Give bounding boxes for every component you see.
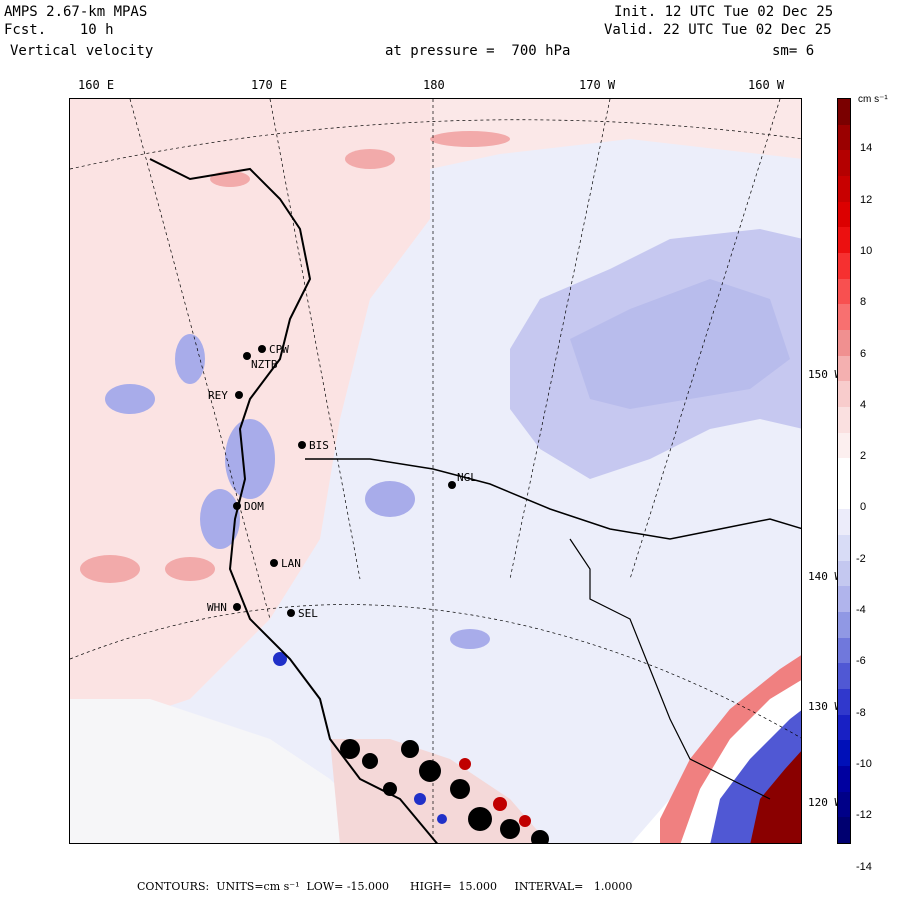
colorbar-tick-label: 12	[860, 193, 873, 206]
model-title: AMPS 2.67-km MPAS	[4, 4, 148, 20]
colorbar-tick-label: -2	[856, 552, 866, 565]
colorbar-tick-label: -14	[856, 860, 872, 873]
colorbar-segment	[838, 99, 850, 126]
pressure-level: at pressure = 700 hPa	[385, 43, 571, 59]
forecast-prefix: Fcst.	[4, 22, 47, 38]
station-cpw[interactable]: CPW	[258, 343, 289, 356]
colorbar-segment	[838, 689, 850, 716]
colorbar-segment	[838, 586, 850, 613]
lon-label-170w: 170 W	[579, 78, 616, 92]
colorbar-segment	[838, 252, 850, 280]
colorbar-segment	[838, 432, 850, 459]
station-bis[interactable]: BIS	[298, 439, 329, 452]
colorbar-segment	[838, 509, 850, 536]
grounding-line	[569, 538, 771, 800]
station-label-dom: DOM	[244, 500, 264, 513]
colorbar-segment	[838, 560, 850, 587]
contour-info: CONTOURS: UNITS=cm s⁻¹ LOW= -15.000 HIGH…	[137, 880, 633, 893]
colorbar-segment	[838, 612, 850, 639]
colorbar-segment	[838, 381, 850, 408]
colorbar-segment	[838, 483, 850, 510]
colorbar-segment	[838, 329, 850, 357]
init-time: Init. 12 UTC Tue 02 Dec 25	[614, 4, 834, 20]
station-label-whn: WHN	[207, 601, 227, 614]
coastline-west	[149, 158, 438, 843]
smoothing-label: sm= 6	[772, 43, 815, 59]
colorbar-tick-label: -8	[856, 706, 866, 719]
colorbar-segment	[838, 458, 850, 485]
negative-patches-west	[105, 334, 490, 649]
weak-positive-band-top	[430, 99, 801, 169]
colorbar-tick-label: 10	[860, 244, 873, 257]
colorbar-tick-label: 0	[860, 501, 867, 514]
colorbar-segment	[838, 740, 850, 767]
colorbar-segment	[838, 278, 850, 305]
station-label-rey: REY	[208, 389, 228, 402]
colorbar-segment	[838, 304, 850, 331]
convective-cells-red	[459, 758, 531, 827]
colorbar-tick-label: 14	[860, 142, 873, 155]
colorbar-segment	[838, 124, 850, 151]
colorbar-tick-label: 4	[860, 398, 867, 411]
negative-region-east-inner	[570, 279, 790, 409]
colorbar-segment	[838, 201, 850, 228]
station-nztb[interactable]: NZTB	[243, 352, 278, 371]
colorbar-segment	[838, 663, 850, 690]
station-label-nztb: NZTB	[251, 358, 278, 371]
forecast-label: Fcst. 10 h	[4, 22, 114, 39]
station-dom[interactable]: DOM	[233, 500, 264, 513]
colorbar-segment	[838, 791, 850, 818]
station-label-bis: BIS	[309, 439, 329, 452]
colorbar-segment	[838, 637, 850, 664]
positive-band-southeast	[660, 655, 801, 843]
station-label-lan: LAN	[281, 557, 301, 570]
colorbar-segment	[838, 766, 850, 793]
forecast-hours: 10 h	[79, 22, 114, 38]
map-panel: CPW NZTB REY BIS NGL DOM LAN WHN	[69, 98, 802, 844]
colorbar-segment	[838, 406, 850, 433]
colorbar-segment	[838, 817, 850, 844]
colorbar-segment	[838, 150, 850, 177]
colorbar-tick-label: -4	[856, 604, 866, 617]
colorbar-tick-label: 6	[860, 347, 867, 360]
map-canvas: CPW NZTB REY BIS NGL DOM LAN WHN	[70, 99, 801, 843]
colorbar-tick-label: 2	[860, 450, 867, 463]
lon-label-170e: 170 E	[251, 78, 288, 92]
colorbar	[837, 98, 851, 844]
colorbar-tick-label: -6	[856, 655, 866, 668]
colorbar-segment	[838, 175, 850, 203]
colorbar-tick-label: -10	[856, 758, 872, 771]
positive-patches-west	[80, 131, 510, 583]
convective-zone-south	[330, 739, 549, 843]
station-label-cpw: CPW	[269, 343, 289, 356]
colorbar-segment	[838, 227, 850, 254]
colorbar-segment	[838, 714, 850, 741]
station-lan[interactable]: LAN	[270, 557, 301, 570]
land-region-southwest	[70, 699, 389, 843]
strong-positive-southeast	[750, 751, 801, 843]
lon-label-160e: 160 E	[78, 78, 115, 92]
lon-label-160w: 160 W	[748, 78, 785, 92]
lon-label-180: 180	[423, 78, 445, 92]
station-label-sel: SEL	[298, 607, 318, 620]
colorbar-segment	[838, 535, 850, 562]
ice-shelf-edge	[305, 458, 801, 540]
colorbar-segment	[838, 355, 850, 382]
station-label-ngl: NGL	[457, 471, 477, 484]
station-whn[interactable]: WHN	[207, 601, 241, 614]
colorbar-tick-label: 8	[860, 296, 867, 309]
field-name: Vertical velocity	[10, 43, 154, 59]
convective-cells	[340, 739, 549, 843]
station-sel[interactable]: SEL	[287, 607, 318, 620]
colorbar-tick-label: -12	[856, 809, 872, 822]
colorbar-units: cm s⁻¹	[858, 94, 888, 105]
station-rey[interactable]: REY	[208, 389, 243, 402]
station-ngl[interactable]: NGL	[448, 471, 477, 489]
graticule-parallels	[70, 119, 801, 739]
convective-cells-blue	[273, 652, 447, 824]
valid-time: Valid. 22 UTC Tue 02 Dec 25	[604, 22, 832, 38]
